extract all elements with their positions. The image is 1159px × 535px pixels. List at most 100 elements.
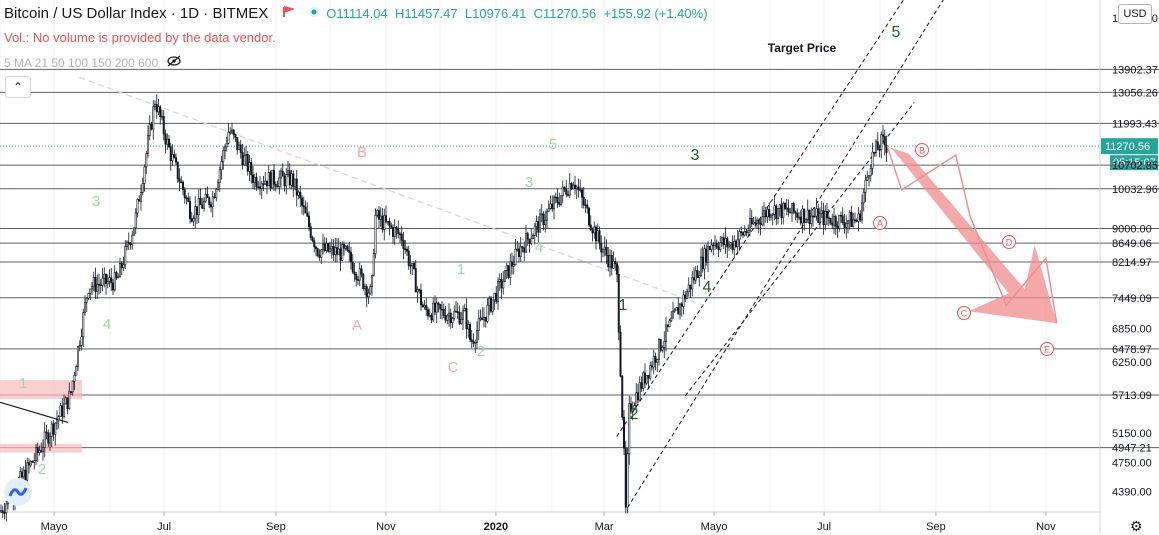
candle-up (197, 198, 200, 215)
candle-up (103, 273, 106, 279)
circle-dot-icon[interactable] (308, 5, 320, 22)
candle-up (203, 200, 206, 209)
candle-down (647, 374, 650, 379)
candle-up (782, 202, 785, 219)
candle-down (292, 173, 295, 188)
candle-down (162, 115, 165, 135)
candle-up (727, 244, 730, 248)
candle-up (778, 204, 781, 209)
forecast-label: D (1006, 238, 1013, 248)
candle-down (257, 186, 260, 188)
y-tick-label: 9000.00 (1112, 224, 1152, 236)
tradingview-logo-icon[interactable] (4, 478, 32, 506)
candle-up (736, 239, 739, 247)
candle-down (878, 149, 881, 151)
candle-down (740, 231, 743, 233)
candle-up (815, 208, 818, 217)
candle-up (166, 138, 169, 145)
arrow-collapse-icon[interactable]: ⌃ (5, 76, 31, 98)
candle-down (241, 152, 244, 166)
candle-down (269, 172, 272, 189)
y-tick-label: 6850.00 (1112, 323, 1152, 335)
x-tick-label: Mar (595, 521, 614, 533)
candle-up (245, 154, 248, 157)
candle-up (117, 276, 120, 279)
candle-up (486, 304, 489, 322)
x-tick-label: Jul (817, 521, 831, 533)
candle-down (472, 341, 475, 344)
candle-up (22, 469, 25, 478)
candle-down (418, 289, 421, 291)
candle-up (670, 317, 673, 322)
candle-up (862, 191, 865, 204)
ma-legend-text: 5 MA 21 50 100 150 200 600 (4, 55, 159, 70)
candle-up (596, 230, 599, 242)
candle-up (89, 288, 92, 294)
candle-down (115, 272, 118, 279)
candle-down (414, 268, 417, 293)
candle-down (885, 144, 888, 153)
candle-up (157, 106, 160, 113)
y-tick-label: 6250.00 (1112, 357, 1152, 369)
candle-down (405, 248, 408, 252)
candle-down (813, 215, 816, 218)
candle-down (666, 324, 669, 327)
candle-down (734, 240, 737, 247)
candle-up (29, 461, 32, 466)
candle-down (351, 261, 354, 273)
candle-up (533, 225, 536, 236)
candle-down (262, 183, 265, 186)
candle-down (239, 144, 242, 153)
candle-down (843, 222, 846, 228)
candle-up (845, 223, 848, 228)
candle-up (0, 510, 2, 513)
interval-label[interactable]: 1D (179, 5, 200, 22)
candle-down (799, 216, 802, 224)
candle-down (150, 123, 153, 130)
candle-down (402, 240, 405, 250)
candle-up (33, 460, 36, 463)
candle-down (822, 210, 825, 225)
flag-icon[interactable] (282, 5, 296, 22)
y-tick-label: 4947.21 (1112, 443, 1152, 455)
candle-up (733, 240, 736, 250)
eye-hidden-icon[interactable] (166, 55, 182, 70)
candle-down (398, 233, 401, 236)
candle-up (572, 184, 575, 190)
candle-up (133, 227, 136, 236)
candle-down (302, 205, 305, 208)
candle-down (276, 185, 279, 188)
candle-down (542, 213, 545, 225)
currency-badge[interactable]: USD (1118, 4, 1152, 24)
ma-legend[interactable]: 5 MA 21 50 100 150 200 600 (4, 55, 182, 70)
candle-up (91, 285, 94, 290)
symbol-title[interactable]: Bitcoin / US Dollar Index (4, 5, 167, 22)
candle-up (477, 318, 480, 331)
candle-up (549, 203, 552, 209)
candle-up (871, 151, 874, 169)
candle-down (636, 392, 639, 401)
header-sep: · (199, 5, 213, 22)
candle-down (27, 462, 30, 466)
candle-down (213, 196, 216, 199)
candle-down (339, 248, 342, 261)
candle-up (866, 176, 869, 181)
candle-down (272, 169, 275, 185)
header-sep: · (166, 5, 180, 22)
candle-up (126, 241, 129, 247)
candle-down (335, 247, 338, 255)
gear-icon[interactable]: ⚙ (1130, 518, 1143, 534)
candle-up (635, 392, 638, 406)
candle-up (77, 346, 80, 367)
candle-down (617, 274, 620, 333)
candle-up (869, 167, 872, 177)
x-tick-label: Mayo (701, 521, 728, 533)
candle-down (722, 237, 725, 246)
candle-down (811, 215, 814, 218)
candle-down (565, 188, 568, 195)
candle-up (713, 242, 716, 246)
candle-up (279, 170, 282, 179)
candle-up (428, 315, 431, 317)
candle-down (489, 298, 492, 312)
